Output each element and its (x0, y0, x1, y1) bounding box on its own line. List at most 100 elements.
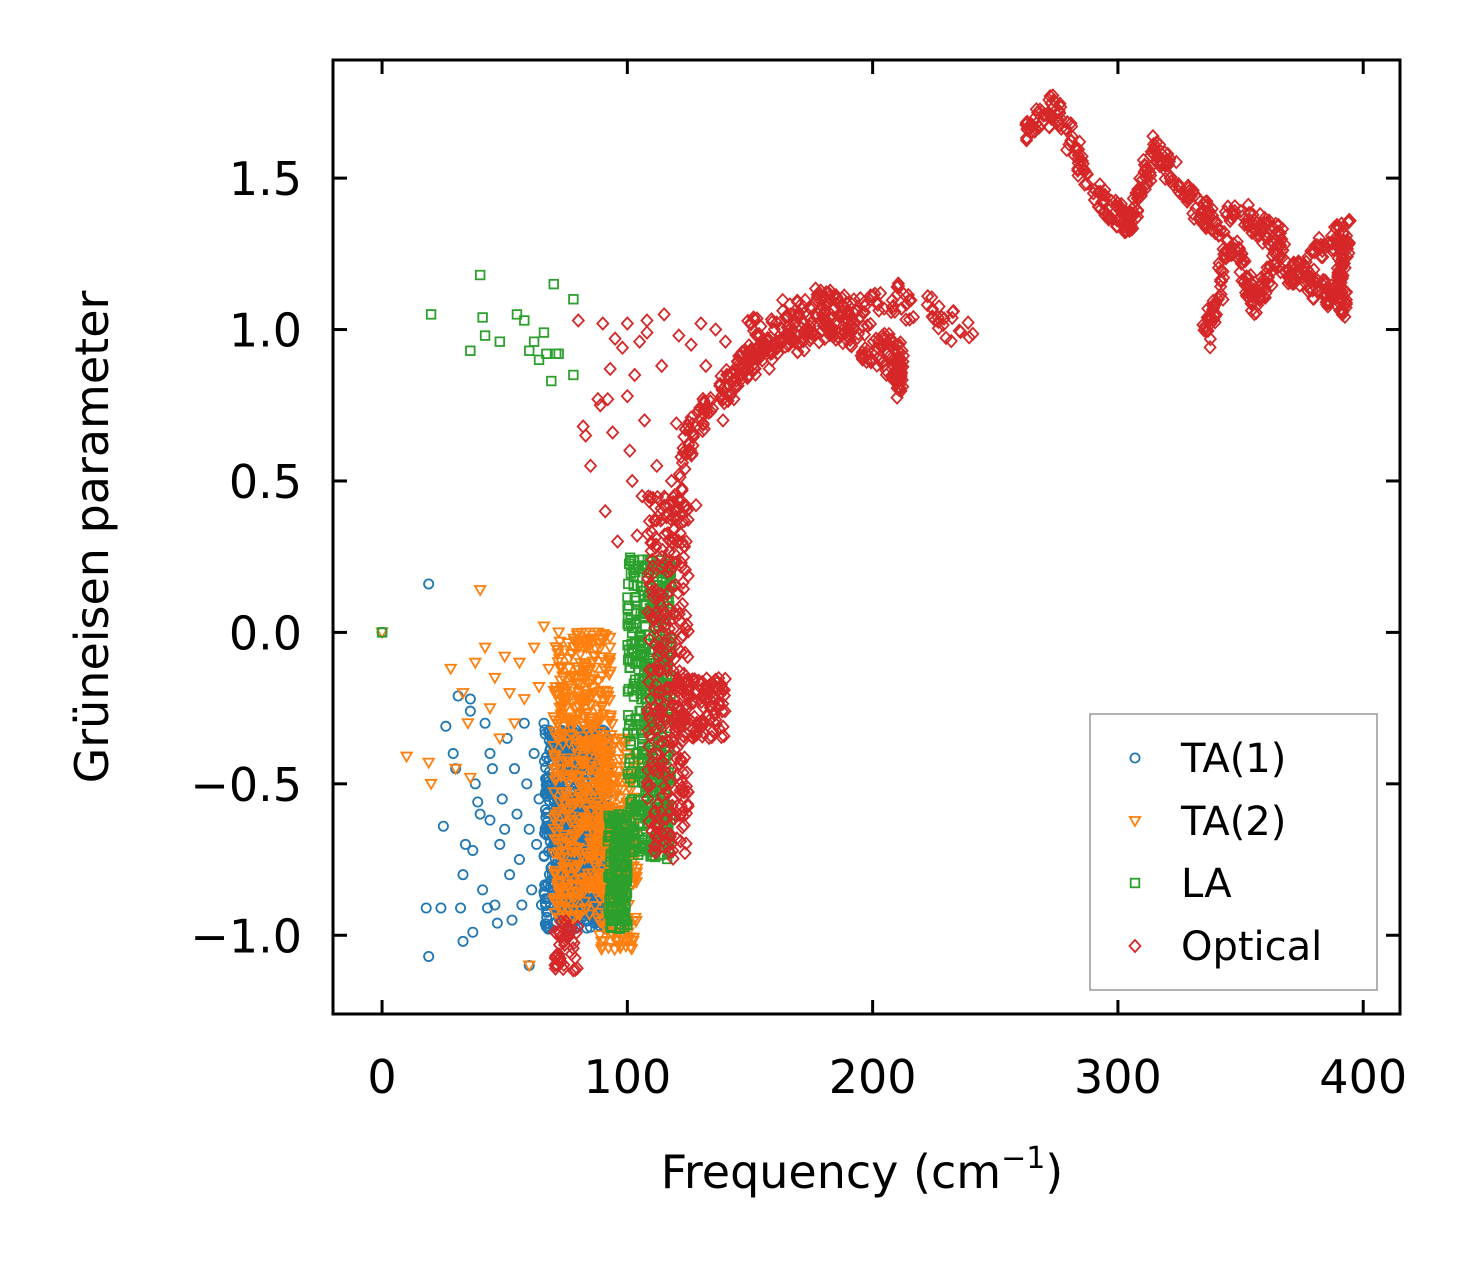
data-point-optical (920, 288, 935, 304)
data-point-optical (1234, 256, 1249, 271)
data-point-optical (856, 348, 871, 363)
data-point-ta-1 (472, 796, 484, 808)
data-point-ta-2 (612, 754, 626, 766)
data-point-optical (877, 301, 891, 316)
data-point-optical (712, 697, 726, 713)
data-point-ta-2 (591, 828, 606, 840)
data-point-optical (770, 340, 784, 356)
data-point-ta-1 (499, 823, 511, 835)
data-point-optical (568, 950, 582, 966)
data-point-optical (1315, 249, 1330, 265)
data-point-optical (1254, 277, 1269, 293)
data-point-optical (657, 498, 671, 514)
data-point-la (629, 637, 641, 649)
data-point-optical (700, 694, 715, 710)
data-point-ta-1 (437, 820, 449, 832)
data-point-ta-2 (605, 793, 620, 806)
data-point-ta-2 (558, 756, 572, 769)
x-axis-label-sup: −1 (1001, 1141, 1045, 1176)
data-point-optical (920, 297, 935, 313)
data-point-optical (1030, 105, 1045, 120)
data-point-optical (808, 327, 823, 343)
data-point-ta-1 (535, 899, 547, 911)
data-point-optical (762, 361, 777, 377)
data-point-optical (671, 503, 685, 518)
data-point-ta-2 (605, 718, 619, 731)
data-point-optical (673, 807, 687, 823)
data-point-optical (1069, 142, 1084, 158)
data-point-optical (657, 489, 672, 505)
data-point-optical (1171, 178, 1185, 194)
data-point-ta-1 (540, 921, 552, 933)
data-point-optical (688, 727, 702, 743)
data-point-ta-1 (467, 926, 479, 938)
data-point-optical (1336, 245, 1350, 260)
data-point-ta-2 (559, 787, 574, 800)
data-point-ta-2 (548, 642, 563, 654)
data-point-ta-2 (566, 642, 581, 654)
data-point-ta-2 (507, 718, 522, 731)
data-point-optical (1262, 226, 1276, 242)
data-point-ta-2 (593, 638, 607, 650)
data-point-optical (1286, 276, 1301, 292)
data-point-la (635, 581, 646, 593)
data-point-ta-2 (592, 930, 607, 943)
data-point-optical (696, 714, 711, 729)
data-point-optical (667, 621, 681, 637)
data-point-ta-2 (579, 781, 594, 794)
data-point-optical (1208, 214, 1222, 230)
data-point-optical (925, 301, 940, 317)
data-point-ta-1 (423, 950, 435, 962)
data-point-la (607, 914, 618, 925)
data-point-optical (859, 354, 874, 370)
data-point-ta-2 (593, 916, 607, 929)
data-point-optical (665, 798, 679, 814)
data-point-optical (662, 544, 677, 559)
data-point-ta-1 (423, 578, 435, 590)
data-point-la (465, 345, 476, 356)
data-point-optical (716, 413, 730, 428)
data-point-optical (640, 313, 654, 328)
data-point-optical (874, 337, 888, 353)
x-axis-label-end: ) (1045, 1145, 1063, 1199)
data-point-optical (1216, 270, 1231, 286)
data-point-optical (681, 443, 696, 459)
data-point-optical (872, 303, 886, 318)
data-point-la (625, 735, 636, 747)
data-point-la (642, 801, 653, 813)
data-point-optical (605, 425, 620, 440)
data-point-la (628, 580, 639, 591)
data-point-ta-1 (464, 693, 476, 705)
data-point-optical (657, 619, 672, 635)
legend-marker-ta-1 (1129, 752, 1141, 764)
data-point-optical (1212, 228, 1226, 244)
data-point-optical (653, 685, 667, 700)
data-point-optical (877, 333, 892, 348)
data-point-optical (1233, 264, 1247, 280)
data-point-optical (813, 302, 827, 318)
data-point-ta-2 (553, 819, 567, 831)
data-point-ta-2 (594, 742, 608, 754)
data-point-optical (653, 692, 667, 707)
data-point-la (617, 914, 628, 925)
data-point-ta-2 (569, 862, 583, 875)
data-point-ta-2 (595, 941, 610, 954)
data-point-la (614, 813, 625, 824)
data-point-la (633, 560, 644, 572)
data-point-optical (1321, 292, 1335, 308)
data-point-optical (1108, 193, 1123, 209)
data-point-optical (1150, 147, 1165, 162)
data-point-ta-2 (570, 772, 584, 784)
data-point-optical (1333, 303, 1347, 318)
data-point-optical (551, 952, 565, 968)
data-point-ta-2 (571, 701, 586, 713)
data-point-optical (678, 845, 692, 861)
data-point-optical (1098, 182, 1112, 198)
data-point-ta-2 (586, 674, 600, 686)
data-point-optical (686, 721, 700, 737)
data-point-optical (696, 391, 710, 407)
data-point-optical (641, 702, 655, 718)
data-point-optical (1316, 272, 1330, 288)
data-point-ta-2 (577, 756, 591, 769)
data-point-optical (1163, 170, 1177, 186)
